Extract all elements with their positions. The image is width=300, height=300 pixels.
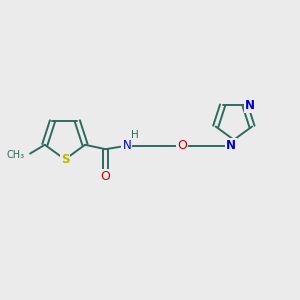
Text: O: O [177, 139, 187, 152]
Text: H: H [131, 130, 139, 140]
Text: N: N [122, 139, 131, 152]
Text: N: N [226, 139, 236, 152]
Text: O: O [101, 170, 111, 183]
Text: S: S [61, 153, 69, 166]
Text: N: N [244, 99, 254, 112]
Text: CH₃: CH₃ [7, 150, 25, 160]
